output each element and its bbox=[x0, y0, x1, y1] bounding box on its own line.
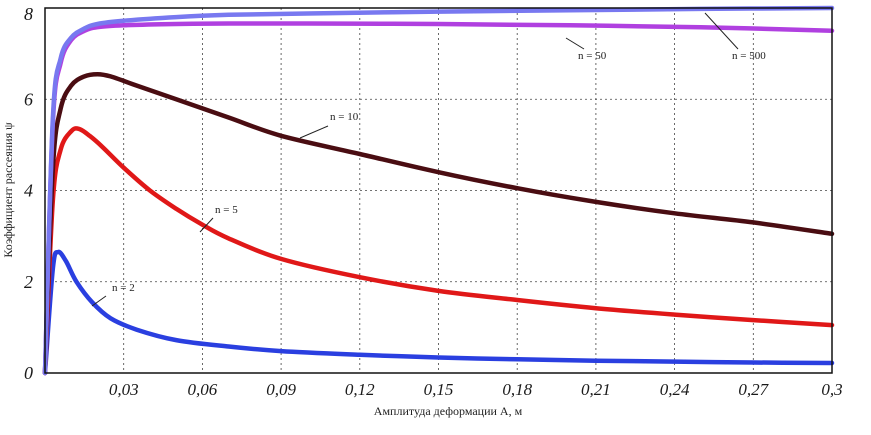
series-label-leader bbox=[704, 12, 739, 50]
series-line-n-2 bbox=[42, 249, 835, 376]
x-tick-label: 0,3 bbox=[821, 380, 842, 399]
x-tick-label: 0,06 bbox=[188, 380, 218, 399]
series-line-n-10 bbox=[42, 71, 835, 376]
y-tick-label: 2 bbox=[24, 272, 33, 292]
series-label-leader bbox=[91, 295, 107, 307]
x-tick-label: 0,27 bbox=[738, 380, 769, 399]
series-labels: n = 2 n = 5 n = 10 n = 50 n = 500 bbox=[91, 12, 766, 307]
x-axis-title: Амплитуда деформации А, м bbox=[374, 404, 523, 418]
x-tick-label: 0,15 bbox=[424, 380, 454, 399]
series-label-leader bbox=[199, 217, 214, 233]
x-tick-label: 0,18 bbox=[502, 380, 532, 399]
series-label-leader bbox=[299, 125, 329, 139]
y-tick-label: 6 bbox=[24, 89, 33, 109]
tick-labels: 0,03 0,06 0,09 0,12 0,15 0,18 0,21 0,24 0,27 0,3 0… bbox=[24, 4, 843, 399]
series-lines bbox=[42, 5, 835, 376]
series-label-n-2: n = 2 bbox=[112, 282, 135, 294]
series-line-n-500 bbox=[42, 5, 835, 376]
y-tick-label: 8 bbox=[24, 4, 33, 24]
y-tick-label: 4 bbox=[24, 181, 33, 201]
x-tick-label: 0,24 bbox=[660, 380, 690, 399]
x-tick-label: 0,21 bbox=[581, 380, 611, 399]
y-tick-label: 0 bbox=[24, 363, 33, 383]
series-line-n-5 bbox=[42, 126, 835, 376]
x-tick-label: 0,03 bbox=[109, 380, 139, 399]
plot-frame bbox=[44, 7, 833, 374]
series-label-n-50: n = 50 bbox=[578, 50, 607, 62]
series-label-n-10: n = 10 bbox=[330, 111, 359, 123]
axes bbox=[44, 7, 833, 374]
series-label-n-5: n = 5 bbox=[215, 204, 238, 216]
y-axis-title: Коэффициент рассеяния ψ bbox=[1, 122, 15, 258]
series-label-n-500: n = 500 bbox=[732, 50, 766, 62]
x-tick-label: 0,12 bbox=[345, 380, 375, 399]
x-tick-label: 0,09 bbox=[266, 380, 296, 399]
series-label-leader bbox=[565, 37, 585, 50]
